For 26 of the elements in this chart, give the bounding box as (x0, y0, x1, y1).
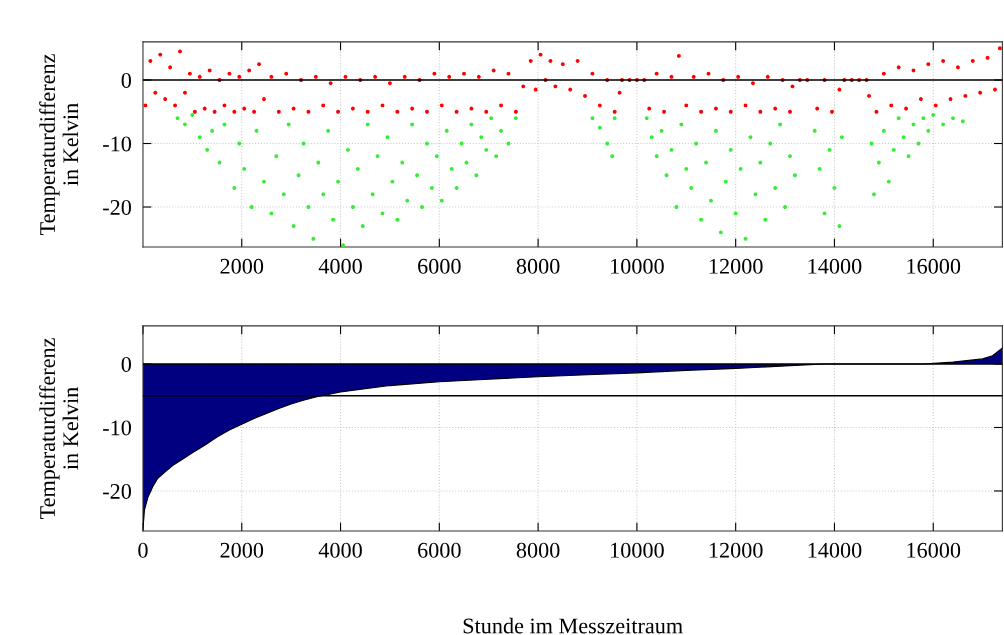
x-tick-label: 2000 (220, 542, 264, 558)
x-tick-label: 12000 (709, 258, 763, 274)
x-tick-label: 16000 (907, 542, 961, 558)
x-tick-label: 6000 (418, 542, 461, 558)
y-tick-label: -10 (103, 136, 132, 152)
y-tick-label: -20 (103, 199, 132, 215)
y-tick-label: -10 (103, 420, 132, 436)
x-tick-label: 8000 (516, 258, 560, 274)
y-axis-title: Temperaturdifferenz in Kelvin (39, 338, 79, 519)
x-tick-label: 14000 (808, 258, 862, 274)
x-tick-label: 2000 (220, 258, 264, 274)
y-tick-label: 0 (121, 356, 132, 372)
x-tick-label: 16000 (907, 258, 961, 274)
x-tick-label: 12000 (709, 542, 763, 558)
y-axis-title: Temperaturdifferenz in Kelvin (39, 54, 79, 235)
x-tick-label: 4000 (318, 258, 362, 274)
x-tick-label: 10000 (611, 258, 664, 274)
x-tick-label: 8000 (516, 542, 560, 558)
y-tick-label: -20 (103, 483, 132, 499)
x-tick-label: 10000 (611, 542, 664, 558)
x-tick-label: 0 (138, 542, 148, 558)
x-tick-label: 14000 (808, 542, 862, 558)
y-tick-label: 0 (121, 72, 132, 88)
x-tick-label: 6000 (418, 258, 461, 274)
x-tick-label: 4000 (318, 542, 362, 558)
x-axis-title: Stunde im Messzeitraum (463, 617, 683, 634)
